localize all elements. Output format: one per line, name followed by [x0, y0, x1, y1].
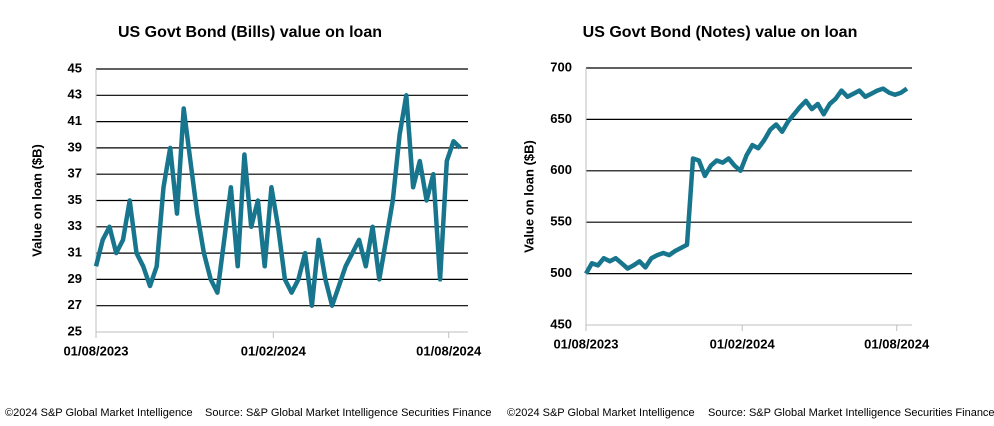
x-tick-label: 01/02/2024	[710, 336, 776, 351]
y-tick-label: 31	[68, 245, 82, 260]
data-line	[93, 93, 462, 308]
chart-title: US Govt Bond (Bills) value on loan	[118, 24, 382, 41]
chart-title: US Govt Bond (Notes) value on loan	[583, 24, 858, 41]
y-tick-label: 500	[550, 265, 572, 280]
y-tick-label: 35	[68, 192, 82, 207]
x-tick-label: 01/08/2024	[416, 343, 482, 358]
copyright: ©2024 S&P Global Market Intelligence	[507, 407, 695, 419]
copyright: ©2024 S&P Global Market Intelligence	[5, 407, 193, 419]
y-tick-label: 43	[68, 87, 82, 102]
y-tick-label: 41	[68, 113, 82, 128]
y-tick-label: 650	[550, 111, 572, 126]
data-line	[584, 86, 909, 275]
y-tick-label: 600	[550, 162, 572, 177]
y-axis-label: Value on loan ($B)	[29, 144, 44, 257]
y-tick-label: 450	[550, 316, 572, 331]
y-tick-label: 37	[68, 166, 82, 181]
x-tick-label: 01/08/2023	[63, 343, 128, 358]
y-tick-label: 700	[550, 59, 572, 74]
y-tick-label: 27	[68, 297, 82, 312]
y-tick-label: 29	[68, 271, 82, 286]
y-tick-label: 25	[68, 323, 82, 338]
source: Source: S&P Global Market Intelligence S…	[205, 407, 492, 419]
y-tick-label: 550	[550, 214, 572, 229]
y-tick-label: 45	[68, 60, 82, 75]
y-tick-label: 33	[68, 218, 82, 233]
x-tick-label: 01/08/2023	[553, 336, 618, 351]
y-axis-label: Value on loan ($B)	[521, 140, 536, 253]
x-tick-label: 01/08/2024	[864, 336, 930, 351]
source: Source: S&P Global Market Intelligence S…	[708, 407, 994, 419]
x-tick-label: 01/02/2024	[241, 343, 307, 358]
y-tick-label: 39	[68, 139, 82, 154]
